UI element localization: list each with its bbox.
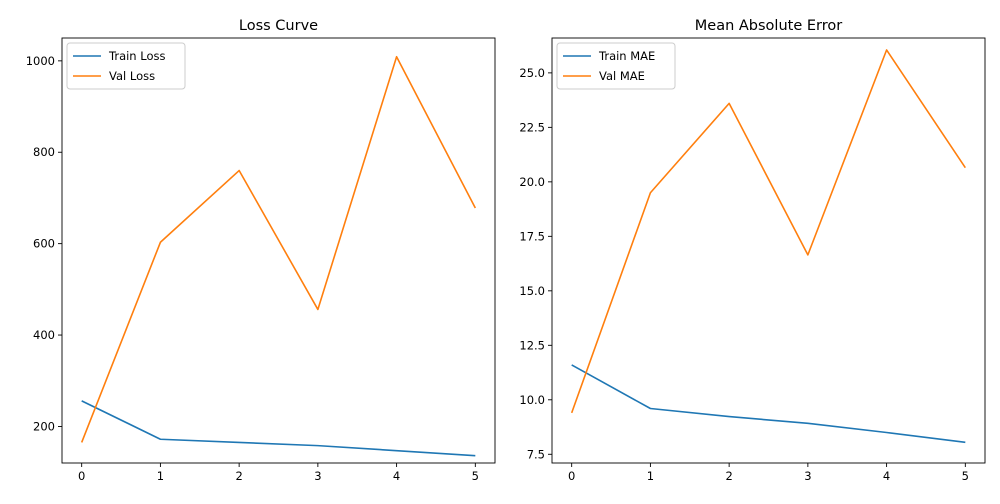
legend-box bbox=[556, 42, 676, 90]
series-line-train-mae bbox=[571, 364, 966, 444]
chart-title: Mean Absolute Error bbox=[695, 18, 842, 34]
series-line-val-mae bbox=[570, 49, 966, 414]
y-tick-label: 7.5 bbox=[527, 447, 545, 461]
legend-label: Train Loss bbox=[108, 49, 165, 63]
legend-label: Val MAE bbox=[599, 69, 645, 83]
y-tick-label: 800 bbox=[33, 145, 55, 159]
legend-box bbox=[66, 42, 186, 90]
x-tick-label: 4 bbox=[393, 469, 400, 483]
y-tick-label: 600 bbox=[33, 237, 55, 251]
legend-label: Train MAE bbox=[598, 49, 655, 63]
mae-plot: Mean Absolute Error 0 1 2 3 4 5 7.5 10.0 12.5 15.0… bbox=[519, 18, 986, 483]
x-tick-label: 4 bbox=[883, 469, 890, 483]
x-tick-label: 2 bbox=[725, 469, 732, 483]
x-tick-label: 0 bbox=[568, 469, 575, 483]
x-tick-label: 5 bbox=[472, 469, 479, 483]
series-line-val-loss bbox=[80, 55, 477, 443]
x-tick-label: 0 bbox=[78, 469, 85, 483]
axes-frame bbox=[61, 37, 496, 464]
x-tick-label: 2 bbox=[235, 469, 242, 483]
y-tick-label: 12.5 bbox=[519, 338, 545, 352]
y-tick-label: 20.0 bbox=[519, 175, 545, 189]
y-tick-label: 1000 bbox=[26, 54, 55, 68]
loss-curve-plot: Loss Curve 0 1 2 3 4 5 200 400 600 800 1000 Train Lo… bbox=[26, 18, 496, 483]
y-tick-label: 17.5 bbox=[519, 229, 545, 243]
x-tick-label: 3 bbox=[804, 469, 811, 483]
y-tick-label: 22.5 bbox=[519, 120, 545, 134]
x-tick-label: 1 bbox=[157, 469, 164, 483]
y-tick-label: 25.0 bbox=[519, 66, 545, 80]
x-tick-label: 5 bbox=[962, 469, 969, 483]
y-tick-label: 10.0 bbox=[519, 393, 545, 407]
x-tick-label: 3 bbox=[314, 469, 321, 483]
chart-title: Loss Curve bbox=[239, 18, 318, 34]
y-tick-label: 400 bbox=[33, 328, 55, 342]
x-tick-label: 1 bbox=[647, 469, 654, 483]
legend-label: Val Loss bbox=[109, 69, 155, 83]
y-tick-label: 15.0 bbox=[519, 284, 545, 298]
y-tick-label: 200 bbox=[33, 419, 55, 433]
axes-frame bbox=[551, 37, 986, 464]
series-line-train-loss bbox=[81, 400, 476, 457]
